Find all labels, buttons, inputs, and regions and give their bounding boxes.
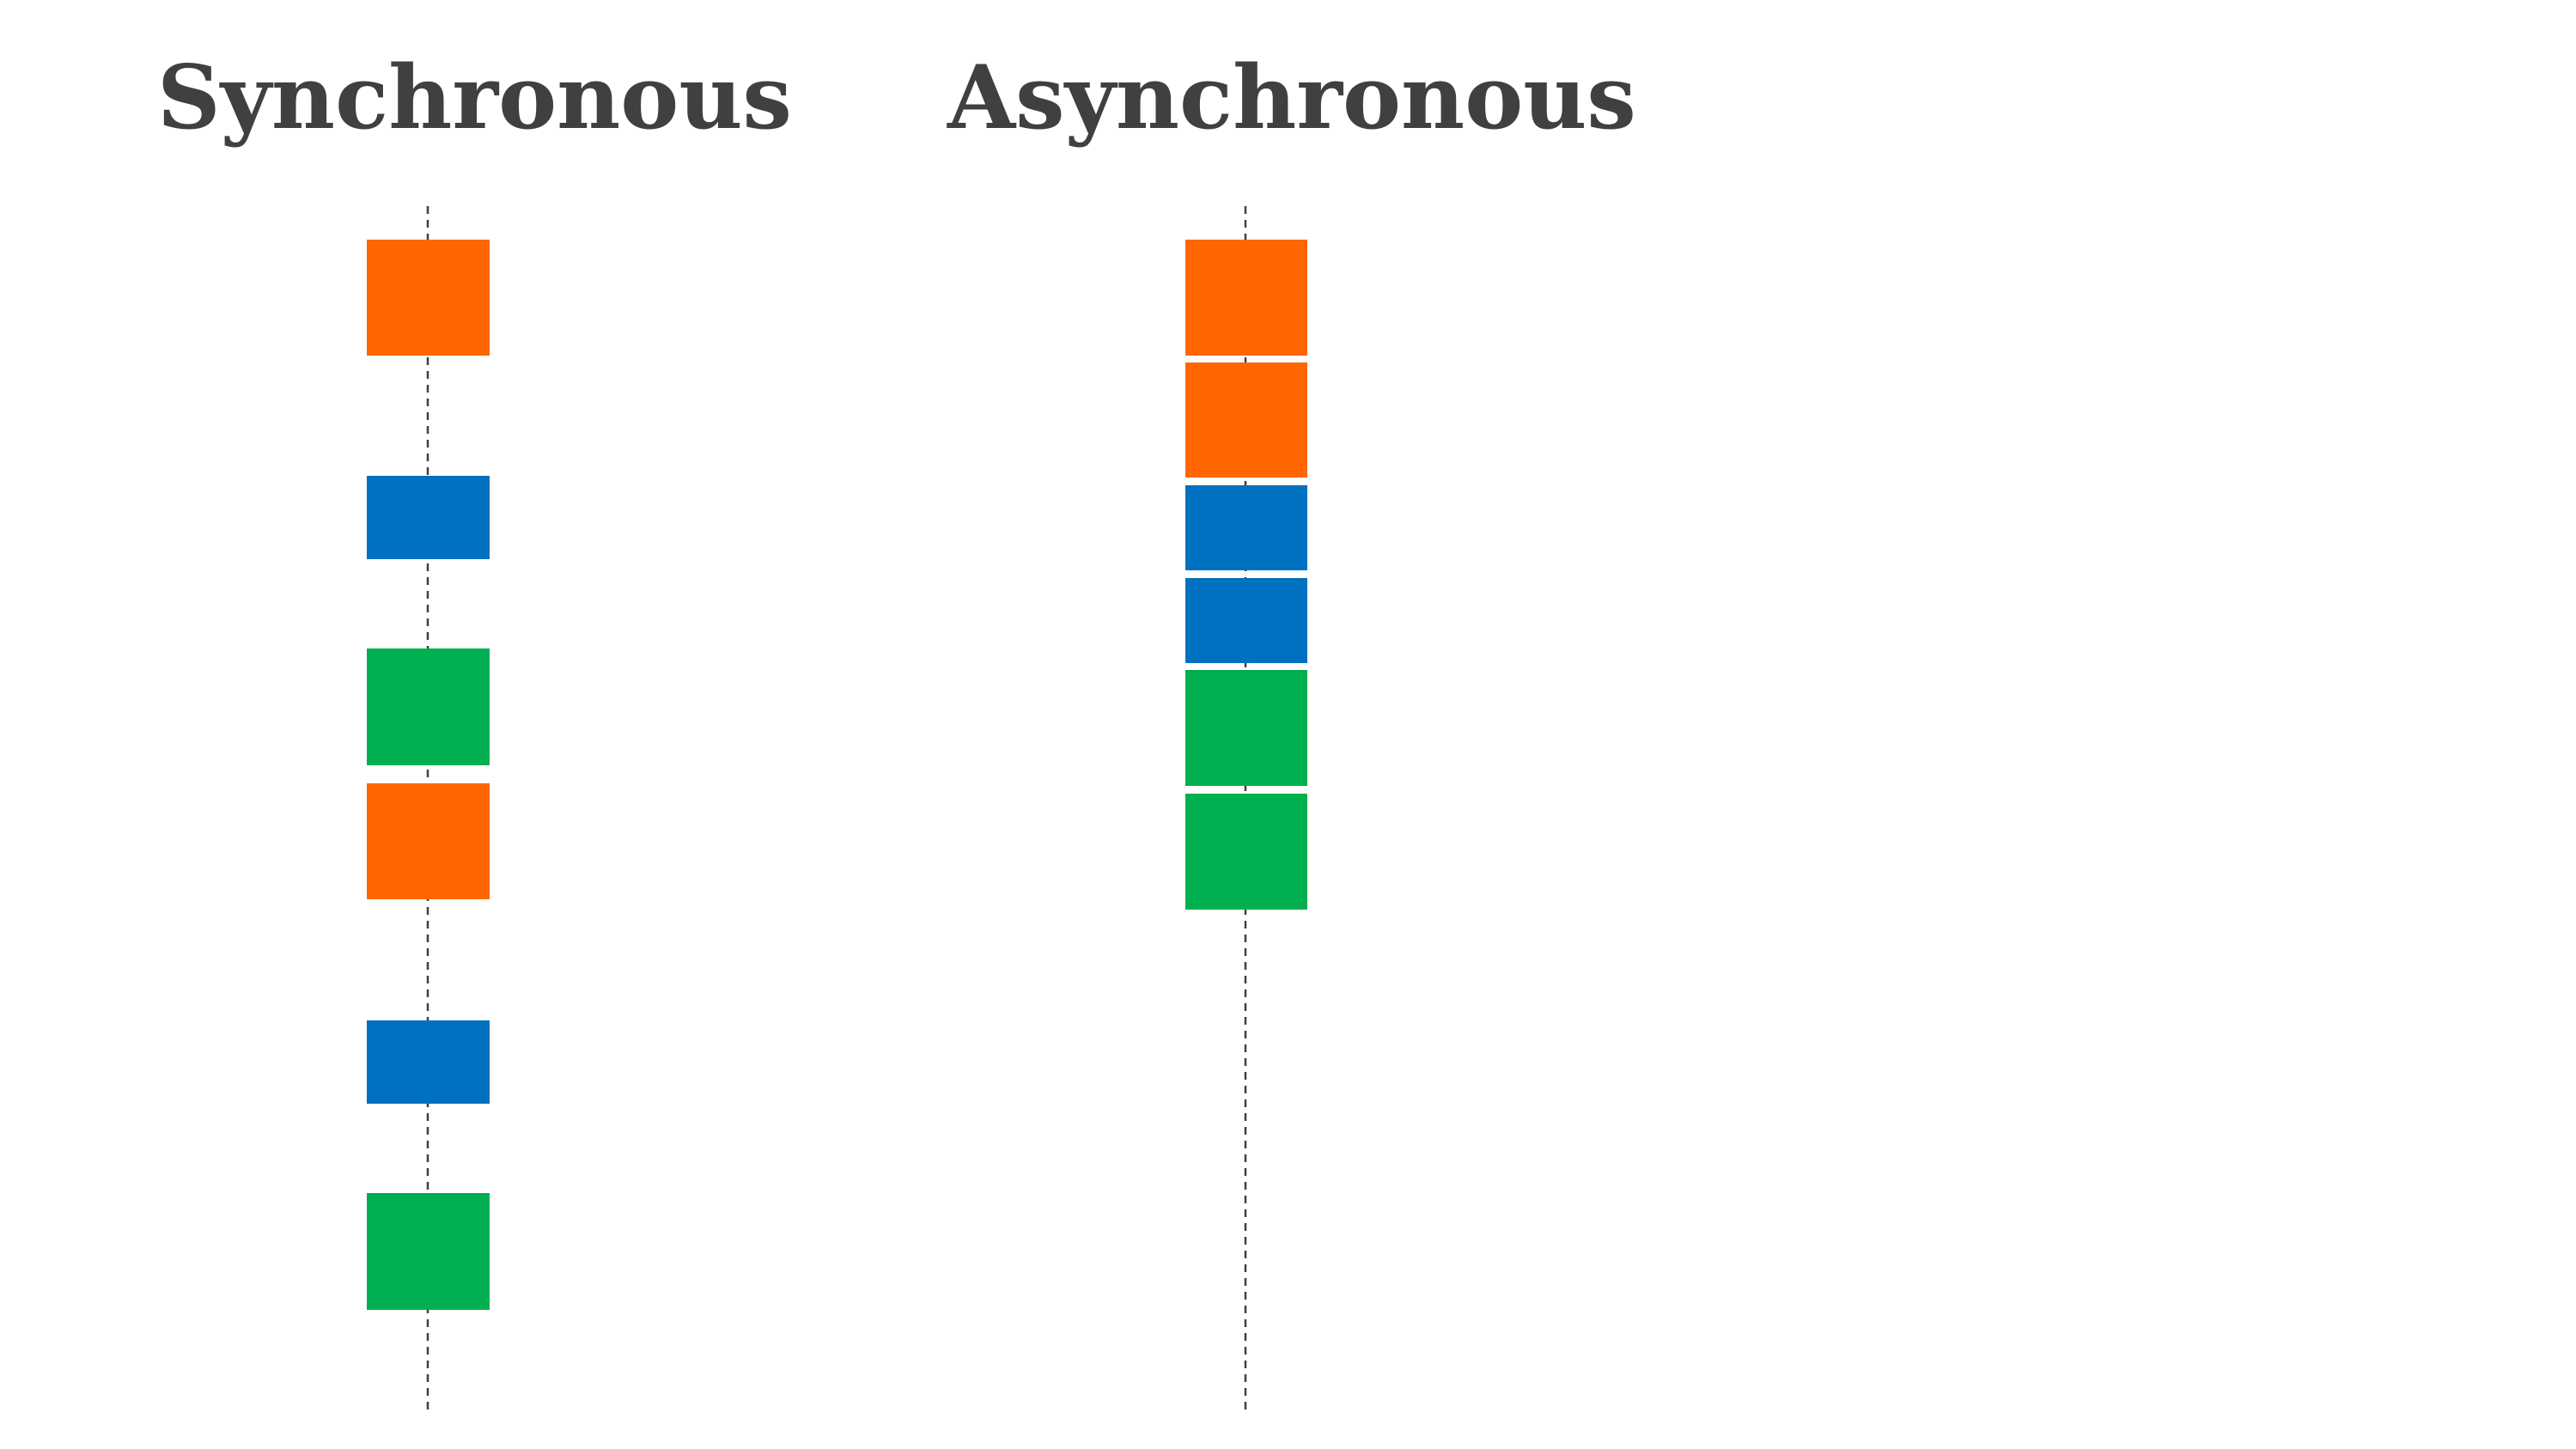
sync-blocks (367, 240, 490, 1310)
async-block-1-orange (1185, 240, 1307, 356)
async-block-2-orange (1185, 362, 1307, 478)
sync-title: Synchronous (157, 46, 792, 149)
sync-block-2-blue (367, 476, 490, 559)
sync-block-3-green (367, 648, 490, 765)
sync-block-6-green (367, 1193, 490, 1310)
async-title: Asynchronous (947, 46, 1636, 149)
async-block-4-blue (1185, 578, 1307, 663)
sync-block-5-blue (367, 1020, 490, 1104)
async-block-5-green (1185, 670, 1307, 786)
async-block-6-green (1185, 794, 1307, 910)
async-blocks (1185, 240, 1307, 910)
sync-block-1-orange (367, 240, 490, 356)
async-block-3-blue (1185, 485, 1307, 570)
sync-block-4-orange (367, 783, 490, 899)
